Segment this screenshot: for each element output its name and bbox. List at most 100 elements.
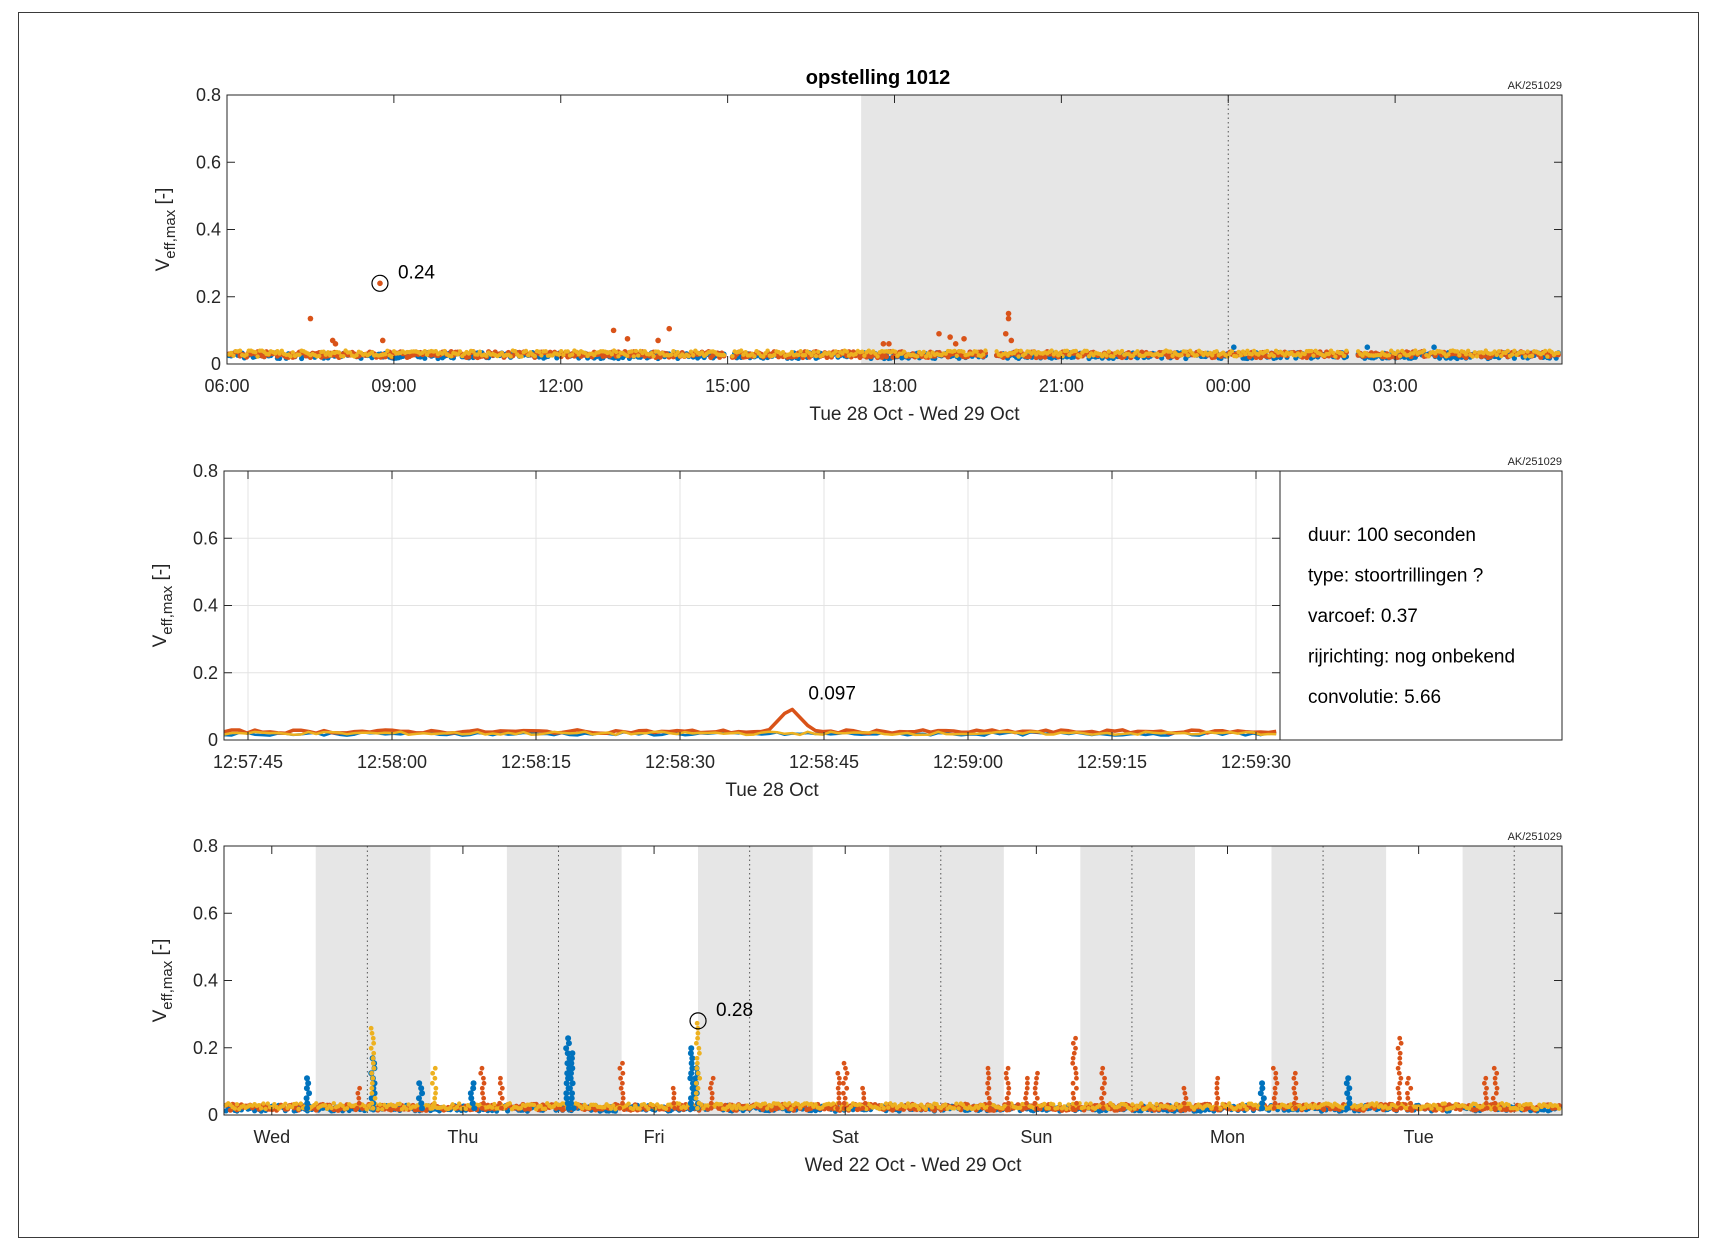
data-point [1484, 1105, 1490, 1111]
baseline-point [1528, 1101, 1533, 1107]
data-point [478, 1070, 484, 1076]
data-point [499, 1095, 505, 1101]
baseline-point [1055, 1105, 1060, 1111]
data-point [695, 1085, 701, 1091]
data-point [1102, 1075, 1107, 1081]
baseline-point [322, 1103, 328, 1108]
data-point [985, 1080, 991, 1086]
data-point [1344, 1090, 1351, 1097]
data-point [418, 1100, 425, 1107]
data-point [304, 1105, 311, 1112]
baseline-point [930, 1105, 935, 1110]
night-shading [1462, 846, 1562, 1115]
baseline-point [259, 1106, 264, 1111]
data-point [844, 1085, 850, 1091]
data-point [1023, 1095, 1028, 1101]
data-point [371, 1050, 377, 1056]
data-point [843, 1065, 848, 1071]
baseline-point [518, 1105, 523, 1111]
baseline-point [1214, 349, 1219, 354]
info-line: convolutie: 5.66 [1308, 687, 1441, 708]
baseline-point [1071, 354, 1077, 360]
data-point [692, 1075, 699, 1082]
baseline-point [860, 349, 865, 354]
data-point [1215, 1095, 1221, 1101]
data-point [368, 1095, 375, 1102]
baseline-point [1344, 348, 1349, 353]
data-point [429, 1080, 435, 1086]
baseline-point [362, 1103, 367, 1109]
baseline-point [923, 1106, 928, 1112]
annotation-marker [371, 274, 389, 292]
baseline-point [864, 1106, 869, 1112]
data-point [836, 1080, 842, 1086]
baseline-point [1018, 1105, 1023, 1110]
data-point [1431, 344, 1437, 350]
data-point [618, 1075, 623, 1081]
data-layer [223, 1020, 1562, 1114]
data-point [1397, 1080, 1403, 1086]
baseline-point [1084, 1101, 1089, 1106]
baseline-point [526, 353, 531, 358]
data-point [369, 1085, 375, 1091]
data-point [860, 1085, 865, 1091]
baseline-point [1104, 353, 1109, 358]
baseline-point [1245, 348, 1250, 353]
data-point [666, 325, 673, 332]
data-point [370, 1075, 376, 1081]
baseline-point [630, 1106, 636, 1112]
data-point [688, 1060, 695, 1067]
baseline-point [769, 1107, 775, 1113]
data-point [696, 1050, 702, 1056]
data-point [468, 1095, 475, 1102]
data-point [1293, 1095, 1299, 1101]
baseline-point [471, 349, 476, 354]
baseline-point [773, 1106, 779, 1112]
x-tick-label: Mon [1210, 1127, 1245, 1147]
data-point [1404, 1080, 1410, 1086]
data-point [835, 1070, 841, 1076]
annotation-label: 0.097 [808, 683, 856, 704]
data-point [1397, 1035, 1403, 1041]
x-tick-label: 00:00 [1206, 376, 1251, 396]
baseline-point [625, 353, 630, 359]
baseline-point [508, 354, 513, 359]
baseline-point [1421, 348, 1427, 353]
data-point [480, 1075, 486, 1081]
y-tick-label: 0.6 [193, 903, 218, 923]
data-point [1102, 1080, 1107, 1086]
y-axis-label-subscript: eff,max [162, 209, 179, 258]
baseline-point [1152, 1106, 1157, 1111]
data-point [694, 1060, 700, 1066]
data-point [429, 1105, 435, 1111]
y-axis-label-main: V [150, 1009, 171, 1022]
figure-stamp: AK/251029 [1508, 456, 1562, 468]
data-point [416, 1080, 423, 1087]
baseline-point [1179, 353, 1184, 358]
data-point [689, 1105, 696, 1112]
baseline-point [466, 354, 472, 360]
data-point [1099, 1085, 1105, 1091]
data-point [497, 1100, 502, 1106]
baseline-point [928, 354, 933, 359]
x-tick-label: Fri [644, 1127, 665, 1147]
data-point [1032, 1085, 1038, 1091]
data-point [569, 1090, 576, 1097]
y-axis-label-unit: [-] [153, 188, 174, 210]
data-point [694, 1055, 700, 1061]
data-point [431, 1100, 437, 1106]
data-point [835, 1105, 840, 1111]
data-point [695, 1030, 701, 1036]
data-point [1005, 1080, 1011, 1086]
baseline-point [255, 354, 260, 359]
baseline-point [1229, 348, 1235, 354]
baseline-point [844, 349, 850, 354]
baseline-point [892, 1102, 897, 1107]
y-axis-label-subscript: eff,max [159, 585, 176, 634]
y-tick-label: 0.2 [193, 1038, 218, 1058]
data-point [1070, 1060, 1076, 1066]
baseline-point [675, 350, 680, 355]
baseline-point [523, 348, 529, 354]
data-point [307, 315, 314, 322]
data-point [369, 1080, 375, 1086]
